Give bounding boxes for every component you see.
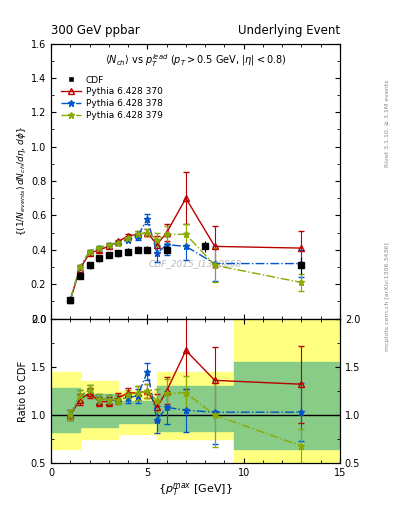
Text: Rivet 3.1.10, ≥ 3.1M events: Rivet 3.1.10, ≥ 3.1M events (385, 79, 390, 166)
Legend: CDF, Pythia 6.428 370, Pythia 6.428 378, Pythia 6.428 379: CDF, Pythia 6.428 370, Pythia 6.428 378,… (61, 76, 163, 120)
Text: 300 GeV ppbar: 300 GeV ppbar (51, 24, 140, 37)
Text: CDF_2015_I1388868: CDF_2015_I1388868 (149, 259, 242, 268)
Text: mcplots.cern.ch [arXiv:1306.3436]: mcplots.cern.ch [arXiv:1306.3436] (385, 243, 390, 351)
Y-axis label: $\{(1/N_{events})\,dN_{ch}/d\eta,\,d\phi\}$: $\{(1/N_{events})\,dN_{ch}/d\eta,\,d\phi… (15, 126, 28, 236)
Text: Underlying Event: Underlying Event (238, 24, 340, 37)
Y-axis label: Ratio to CDF: Ratio to CDF (18, 360, 28, 421)
X-axis label: $\{p_T^{max}$ [GeV]$\}$: $\{p_T^{max}$ [GeV]$\}$ (158, 481, 233, 498)
Text: $\langle N_{ch}\rangle$ vs $p_T^{lead}$ ($p_T > 0.5$ GeV, $|\eta| < 0.8$): $\langle N_{ch}\rangle$ vs $p_T^{lead}$ … (105, 52, 286, 69)
